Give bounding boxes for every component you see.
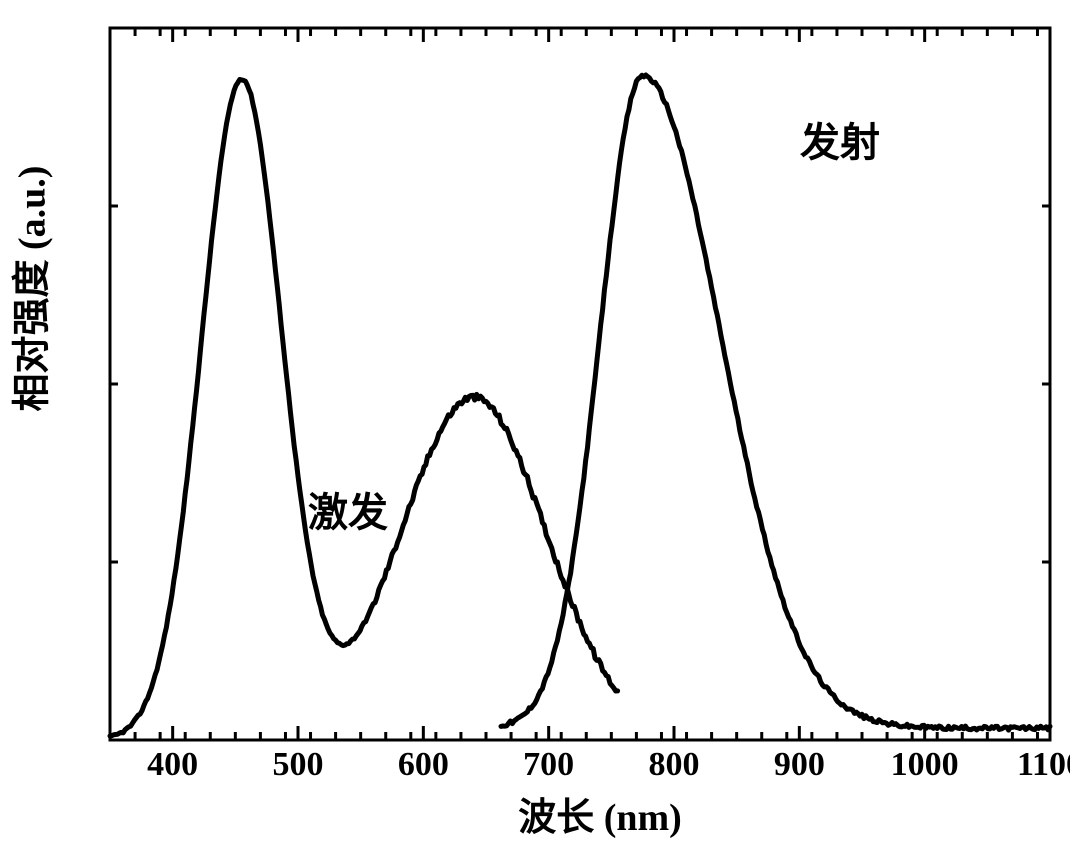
x-tick-label: 600 (398, 746, 449, 784)
x-tick-label: 800 (649, 746, 700, 784)
annotation-emission: 发射 (800, 110, 880, 168)
chart-svg (0, 0, 1070, 841)
x-tick-label: 900 (774, 746, 825, 784)
x-axis-label: 波长 (nm) (470, 786, 730, 841)
y-axis-label: 相对强度 (a.u.) (1, 372, 56, 412)
x-tick-label: 700 (523, 746, 574, 784)
x-tick-label: 500 (273, 746, 324, 784)
x-tick-label: 1000 (891, 746, 959, 784)
annotation-excitation: 激发 (308, 480, 388, 538)
spectra-chart: 相对强度 (a.u.) 波长 (nm) 激发 发射 400 500 600 700 80… (0, 0, 1070, 841)
x-tick-label: 400 (147, 746, 198, 784)
x-tick-label: 1100 (1017, 746, 1070, 784)
